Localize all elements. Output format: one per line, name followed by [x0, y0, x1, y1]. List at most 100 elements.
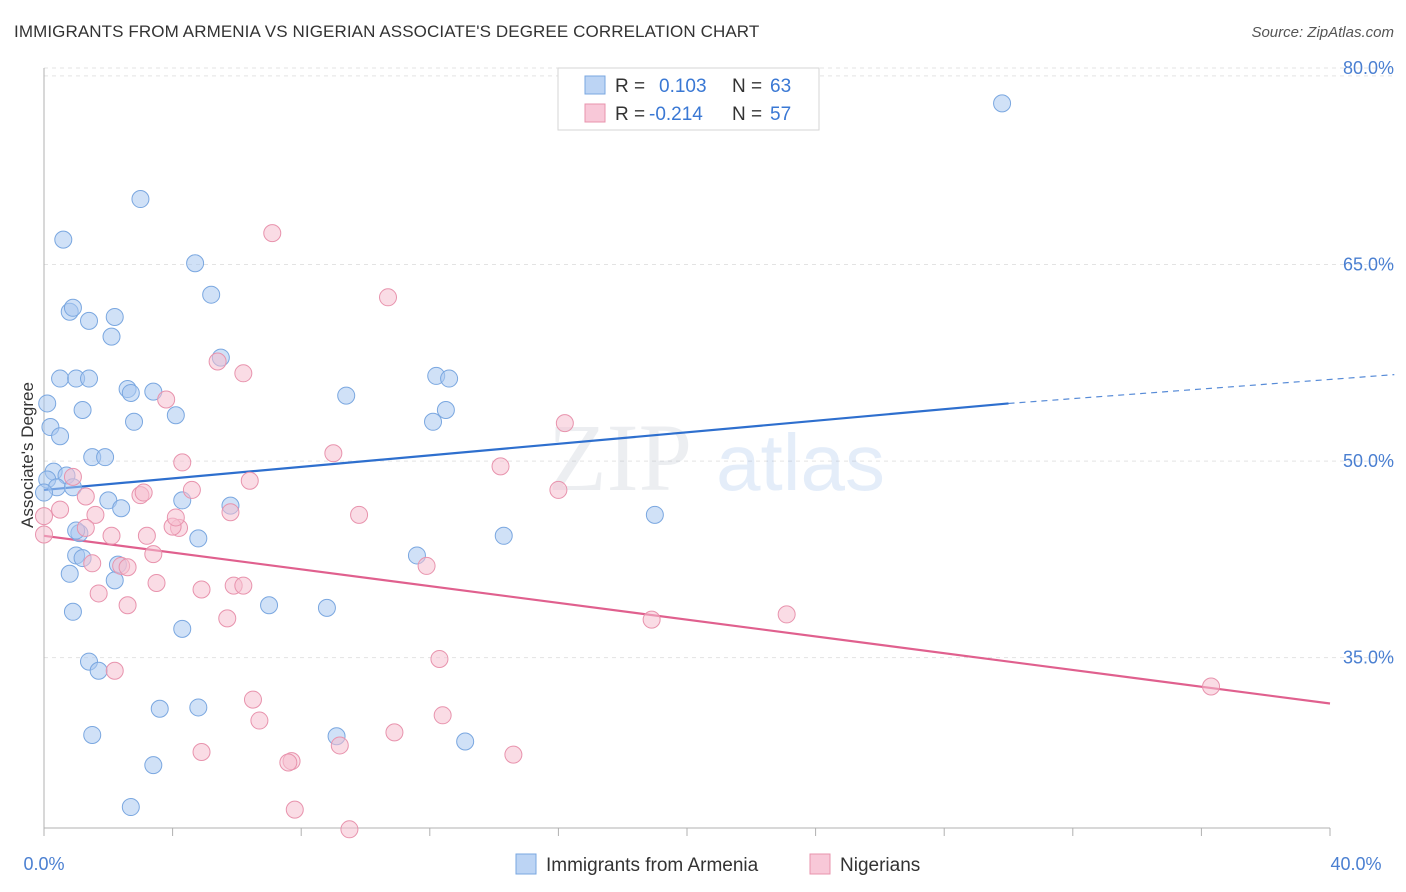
legend-r-label-2: R =: [615, 104, 645, 125]
point-s1-41: [777, 605, 796, 624]
point-s0-58: [189, 698, 208, 717]
point-s0-24: [125, 412, 144, 431]
legend-r-value-1: 0.103: [659, 76, 707, 97]
point-s1-51: [504, 745, 523, 764]
point-s1-49: [330, 736, 349, 755]
point-s1-46: [250, 711, 269, 730]
point-s0-44: [494, 526, 513, 545]
y-tick-labels: 35.0% 50.0% 65.0% 80.0%: [1343, 58, 1394, 668]
point-s0-11: [51, 369, 70, 388]
point-s0-43: [189, 529, 208, 548]
trend-line-extension-0: [1008, 374, 1395, 405]
point-s1-38: [118, 596, 137, 615]
stats-legend: R = 0.103 N = 63 R = -0.214 N = 57: [557, 67, 820, 131]
point-s1-4: [555, 414, 574, 433]
point-s0-63: [121, 798, 140, 817]
point-s1-12: [134, 483, 153, 502]
point-s1-32: [417, 556, 436, 575]
point-s0-40: [645, 505, 664, 524]
point-s1-16: [35, 507, 53, 526]
series-legend-label-nigerians: Nigerians: [840, 855, 920, 876]
point-s0-57: [150, 699, 169, 718]
point-s0-6: [63, 298, 82, 317]
point-s1-14: [63, 467, 82, 486]
point-s1-44: [1202, 677, 1221, 696]
point-s1-26: [102, 526, 121, 545]
y-tick-label-0: 35.0%: [1343, 648, 1394, 668]
legend-n-label-1: N =: [732, 76, 762, 97]
point-s1-24: [221, 503, 240, 522]
trend-line-0: [43, 402, 1009, 492]
y-tick-label-3: 80.0%: [1343, 58, 1394, 78]
point-s1-27: [137, 526, 156, 545]
point-s0-21: [73, 401, 92, 419]
point-s1-53: [279, 753, 298, 772]
point-s0-20: [38, 394, 57, 413]
point-s0-61: [456, 732, 475, 751]
point-s1-48: [385, 723, 404, 742]
point-s1-9: [549, 480, 568, 499]
point-s0-0: [993, 94, 1012, 113]
point-s1-15: [76, 487, 95, 506]
point-s1-8: [491, 457, 510, 476]
point-s1-55: [340, 820, 359, 839]
point-s1-20: [76, 518, 95, 537]
point-s0-2: [54, 230, 73, 249]
series-legend-label-armenia: Immigrants from Armenia: [546, 855, 759, 876]
point-s1-34: [192, 580, 211, 599]
point-s0-52: [317, 598, 336, 617]
point-s0-35: [35, 483, 53, 502]
source-credit: Source: ZipAtlas.com: [1251, 24, 1394, 41]
point-s1-19: [86, 505, 105, 524]
point-s0-17: [121, 383, 140, 402]
point-s1-40: [642, 610, 661, 629]
point-s1-5: [157, 390, 176, 409]
point-s0-15: [440, 369, 459, 388]
legend-n-value-2: 57: [770, 104, 791, 125]
point-s1-33: [147, 573, 166, 592]
y-tick-label-2: 65.0%: [1343, 255, 1394, 275]
point-s1-18: [51, 500, 70, 519]
point-s0-27: [51, 427, 70, 446]
point-s0-25: [424, 412, 443, 431]
point-s1-45: [243, 690, 262, 709]
point-s1-17: [35, 525, 53, 544]
point-s0-8: [105, 307, 124, 326]
point-s1-36: [234, 576, 253, 595]
watermark-atlas: atlas: [716, 418, 885, 507]
point-s0-51: [260, 596, 279, 615]
series-nigerians-points: [35, 224, 1221, 839]
gridlines: [44, 67, 1392, 659]
point-s1-47: [433, 706, 452, 725]
point-s1-29: [83, 554, 102, 573]
point-s0-29: [96, 448, 115, 467]
x-ticks: [43, 828, 1331, 836]
point-s1-10: [182, 480, 201, 499]
legend-r-label-1: R =: [615, 76, 645, 97]
point-s1-0: [263, 224, 282, 243]
point-s0-22: [166, 406, 185, 425]
y-tick-label-1: 50.0%: [1343, 451, 1394, 471]
point-s1-54: [285, 800, 304, 819]
legend-n-label-2: N =: [732, 104, 762, 125]
trend-line-1: [43, 534, 1331, 705]
x-tick-label-min: 0.0%: [23, 854, 64, 874]
point-s0-53: [63, 602, 82, 621]
point-s1-3: [234, 364, 253, 383]
legend-swatch-nigerians: [584, 103, 606, 123]
legend-n-value-1: 63: [770, 76, 791, 97]
chart-title: IMMIGRANTS FROM ARMENIA VS NIGERIAN ASSO…: [14, 22, 760, 41]
y-axis-title: Associate's Degree: [18, 382, 37, 528]
series-legend-swatch-armenia: [515, 853, 537, 875]
series-legend: Immigrants from Armenia Nigerians: [515, 853, 920, 876]
point-s0-19: [337, 386, 356, 405]
point-s0-9: [102, 327, 121, 346]
point-s0-62: [144, 756, 163, 775]
point-s0-56: [89, 661, 108, 680]
point-s1-23: [166, 508, 185, 527]
legend-r-value-2: -0.214: [649, 104, 703, 125]
point-s1-50: [192, 743, 211, 761]
point-s0-1: [131, 190, 150, 209]
point-s1-7: [324, 444, 343, 463]
